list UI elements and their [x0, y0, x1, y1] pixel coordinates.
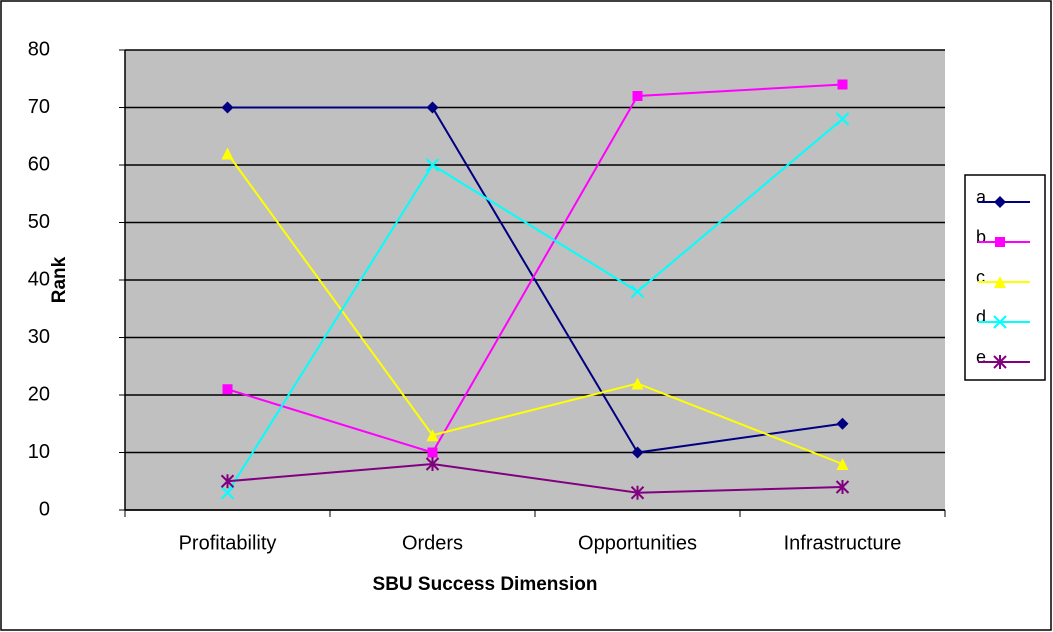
- y-tick-label: 40: [28, 268, 50, 290]
- marker: [632, 91, 643, 101]
- y-axis-title: Rank: [49, 256, 70, 303]
- marker: [631, 446, 644, 459]
- marker: [426, 101, 439, 114]
- legend-label: c: [976, 267, 985, 287]
- marker: [425, 457, 440, 471]
- y-tick-label: 20: [28, 383, 50, 405]
- marker: [837, 79, 848, 90]
- marker: [630, 485, 645, 500]
- marker: [994, 276, 1006, 288]
- x-tick-label: Opportunities: [578, 532, 697, 554]
- marker: [836, 458, 849, 470]
- marker: [835, 112, 850, 126]
- x-tick-label: Profitability: [179, 532, 277, 554]
- y-tick-label: 60: [28, 153, 50, 175]
- marker: [425, 158, 440, 172]
- marker: [426, 429, 439, 442]
- marker: [427, 447, 438, 458]
- series-line: [226, 118, 844, 494]
- legend-box: [964, 174, 1046, 381]
- marker: [630, 284, 645, 299]
- legend-label: b: [976, 227, 986, 247]
- series-line: [226, 152, 843, 465]
- y-tick-label: 10: [28, 441, 50, 463]
- x-tick-label: Infrastructure: [784, 532, 902, 554]
- series-line: [227, 106, 843, 454]
- y-tick-label: 30: [28, 326, 50, 348]
- legend-label: d: [976, 307, 986, 327]
- marker: [221, 147, 234, 160]
- marker: [995, 237, 1005, 247]
- y-tick-label: 80: [28, 38, 50, 60]
- marker: [221, 101, 234, 114]
- legend-label: e: [976, 347, 986, 367]
- marker: [220, 474, 235, 489]
- legend-label: a: [976, 187, 987, 207]
- x-tick-label: Orders: [402, 532, 463, 554]
- marker: [631, 377, 644, 390]
- y-tick-label: 50: [28, 211, 50, 233]
- x-axis-title: SBU Success Dimension: [373, 574, 598, 595]
- y-tick-label: 70: [28, 96, 50, 118]
- marker: [220, 486, 235, 500]
- marker: [993, 355, 1007, 369]
- series-line: [227, 462, 843, 494]
- y-tick-label: 0: [39, 498, 50, 520]
- marker: [836, 417, 849, 430]
- marker: [993, 315, 1007, 329]
- series-line: [227, 83, 843, 454]
- marker: [994, 196, 1006, 208]
- marker: [222, 384, 233, 395]
- marker: [835, 480, 850, 494]
